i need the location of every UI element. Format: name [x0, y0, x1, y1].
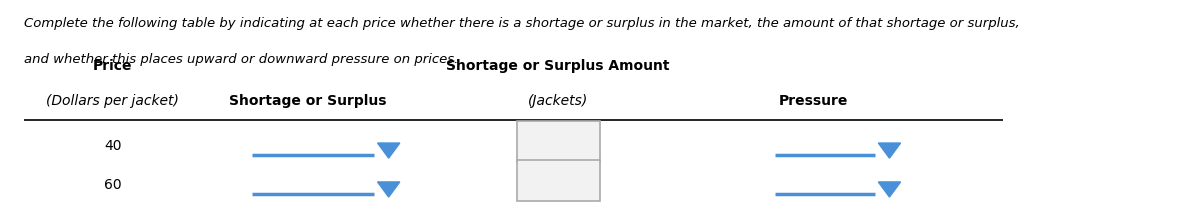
Text: 40: 40 [104, 139, 121, 153]
Polygon shape [378, 182, 400, 197]
Text: (Dollars per jacket): (Dollars per jacket) [47, 94, 179, 108]
Text: Pressure: Pressure [779, 94, 848, 108]
Text: and whether this places upward or downward pressure on prices.: and whether this places upward or downwa… [24, 53, 458, 66]
Bar [517, 160, 600, 201]
Text: (Jackets): (Jackets) [528, 94, 588, 108]
Text: Shortage or Surplus Amount: Shortage or Surplus Amount [446, 59, 670, 73]
Polygon shape [378, 143, 400, 158]
Polygon shape [878, 143, 900, 158]
Text: Complete the following table by indicating at each price whether there is a shor: Complete the following table by indicati… [24, 16, 1019, 30]
Text: 60: 60 [104, 178, 121, 192]
Text: Price: Price [92, 59, 132, 73]
Polygon shape [878, 182, 900, 197]
Text: Shortage or Surplus: Shortage or Surplus [229, 94, 386, 108]
Bar [517, 121, 600, 162]
